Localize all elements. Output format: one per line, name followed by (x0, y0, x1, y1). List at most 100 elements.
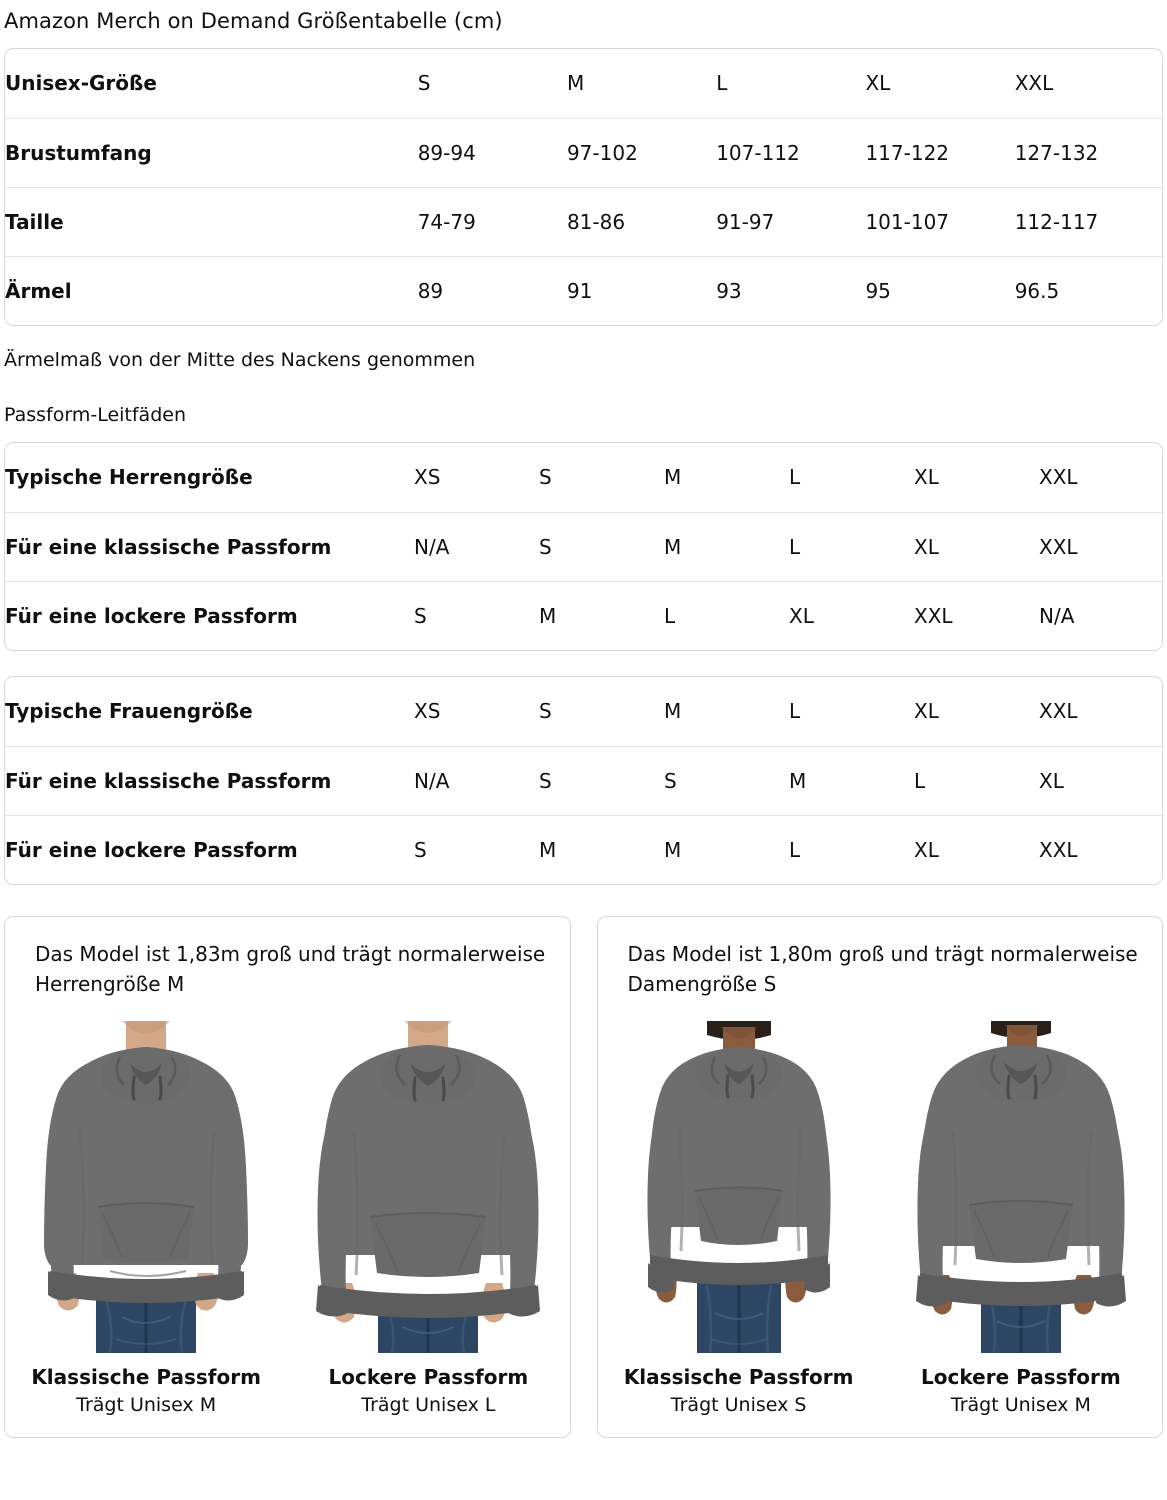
model-cards-section: Das Model ist 1,83m groß und trägt norma… (4, 916, 1163, 1438)
table-cell: S (414, 603, 427, 628)
table-cell: 97-102 (564, 118, 715, 188)
table-cell: 89-94 (415, 118, 565, 188)
male-photo-row (5, 1021, 570, 1353)
table-cell: 107-112 (714, 118, 864, 188)
page-title: Amazon Merch on Demand Größentabelle (cm… (4, 9, 503, 33)
table-cell: L (714, 49, 864, 119)
female-classic-fit-photo (603, 1021, 875, 1353)
table-cell: M (662, 443, 787, 513)
male-relaxed-fit-photo (292, 1021, 564, 1353)
table-cell: XXL (1037, 443, 1162, 513)
table-cell: XXL (1012, 49, 1162, 119)
table-row: Unisex-Größe S M L XL XXL (5, 49, 1162, 119)
fit-title: Lockere Passform (328, 1365, 529, 1389)
table-cell: S (537, 677, 662, 747)
table-cell: 89 (417, 278, 444, 303)
fit-subtitle: Trägt Unisex L (361, 1394, 496, 1416)
table-cell: XS (412, 677, 537, 747)
table-cell: XL (789, 603, 814, 628)
table-row: Für eine lockere Passform S M M L XL XXL (5, 815, 1162, 884)
female-model-blurb: Das Model ist 1,80m groß und trägt norma… (627, 942, 1138, 996)
table-cell: 81-86 (564, 187, 715, 257)
table-cell: L (787, 677, 912, 747)
table-cell: XL (912, 677, 1037, 747)
table-cell: M (787, 746, 912, 816)
table-row: Taille 74-79 81-86 91-97 101-107 112-117 (5, 187, 1162, 257)
table-cell: L (787, 443, 912, 513)
female-relaxed-fit-photo (885, 1021, 1157, 1353)
table-cell: XXL (914, 603, 953, 628)
male-model-blurb: Das Model ist 1,83m groß und trägt norma… (35, 942, 546, 996)
table-row: Typische Herrengröße XS S M L XL XXL (5, 443, 1162, 513)
table-cell: M (564, 49, 715, 119)
row-label: Für eine klassische Passform (5, 746, 412, 816)
fit-guides-heading: Passform-Leitfäden (4, 404, 186, 426)
table-cell: S (414, 837, 427, 862)
womens-fit-table: Typische Frauengröße XS S M L XL XXL Für… (4, 676, 1163, 885)
row-label: Brustumfang (5, 118, 416, 188)
table-row: Typische Frauengröße XS S M L XL XXL (5, 677, 1162, 747)
male-model-card: Das Model ist 1,83m groß und trägt norma… (4, 916, 571, 1438)
fit-title: Klassische Passform (623, 1365, 854, 1389)
row-label: Für eine lockere Passform (5, 837, 298, 862)
mens-fit-table: Typische Herrengröße XS S M L XL XXL Für… (4, 442, 1163, 651)
female-caption-row: Klassische Passform Trägt Unisex S Locke… (598, 1353, 1163, 1437)
table-cell: S (415, 49, 565, 119)
row-label: Für eine lockere Passform (5, 603, 298, 628)
table-cell: N/A (412, 512, 537, 582)
table-row: Für eine klassische Passform N/A S M L X… (5, 512, 1162, 582)
table-row: Brustumfang 89-94 97-102 107-112 117-122… (5, 118, 1162, 188)
table-cell: XL (863, 49, 1013, 119)
table-cell: XL (912, 443, 1037, 513)
table-cell: 96.5 (1014, 278, 1060, 303)
row-label: Taille (5, 187, 416, 257)
fit-subtitle: Trägt Unisex M (76, 1394, 217, 1416)
table-cell: N/A (412, 746, 537, 816)
table-cell: L (912, 746, 1037, 816)
table-cell: 101-107 (863, 187, 1013, 257)
table-cell: XXL (1037, 512, 1162, 582)
table-cell: M (664, 837, 682, 862)
table-cell: L (787, 512, 912, 582)
male-relaxed-fit-caption: Lockere Passform Trägt Unisex L (287, 1363, 569, 1419)
table-cell: L (664, 603, 676, 628)
table-cell: N/A (1039, 603, 1075, 628)
table-cell: M (539, 837, 557, 862)
table-cell: 91-97 (714, 187, 864, 257)
table-cell: M (662, 677, 787, 747)
table-cell: S (537, 746, 662, 816)
female-classic-fit-caption: Klassische Passform Trägt Unisex S (598, 1363, 880, 1419)
table-cell: 95 (865, 278, 891, 303)
table-cell: S (537, 443, 662, 513)
table-cell: 74-79 (415, 187, 565, 257)
male-caption-row: Klassische Passform Trägt Unisex M Locke… (5, 1353, 570, 1437)
female-relaxed-fit-caption: Lockere Passform Trägt Unisex M (880, 1363, 1162, 1419)
table-cell: XL (912, 512, 1037, 582)
table-cell: 91 (566, 278, 593, 303)
table-cell: XXL (1037, 677, 1162, 747)
female-photo-row (598, 1021, 1163, 1353)
size-chart-page: Amazon Merch on Demand Größentabelle (cm… (4, 9, 1163, 1438)
table-cell: S (537, 512, 662, 582)
sleeve-measurement-note: Ärmelmaß von der Mitte des Nackens genom… (4, 349, 476, 371)
row-label: Typische Frauengröße (5, 677, 412, 747)
row-label: Ärmel (5, 278, 72, 303)
row-label: Typische Herrengröße (5, 443, 412, 513)
table-cell: XL (914, 837, 939, 862)
table-cell: 112-117 (1012, 187, 1162, 257)
fit-title: Klassische Passform (31, 1365, 261, 1389)
row-label: Unisex-Größe (5, 49, 416, 119)
fit-subtitle: Trägt Unisex M (950, 1394, 1091, 1416)
unisex-size-table: Unisex-Größe S M L XL XXL Brustumfang 89… (4, 48, 1163, 326)
table-cell: XS (412, 443, 537, 513)
fit-title: Lockere Passform (921, 1365, 1121, 1389)
female-model-card: Das Model ist 1,80m groß und trägt norma… (596, 916, 1163, 1438)
table-row: Für eine lockere Passform S M L XL XXL N… (5, 581, 1162, 650)
male-classic-fit-caption: Klassische Passform Trägt Unisex M (5, 1363, 287, 1419)
table-row: Für eine klassische Passform N/A S S M L… (5, 746, 1162, 816)
table-cell: XL (1037, 746, 1162, 816)
table-cell: 117-122 (863, 118, 1013, 188)
table-cell: L (789, 837, 801, 862)
table-cell: S (662, 746, 787, 816)
table-cell: 127-132 (1012, 118, 1162, 188)
